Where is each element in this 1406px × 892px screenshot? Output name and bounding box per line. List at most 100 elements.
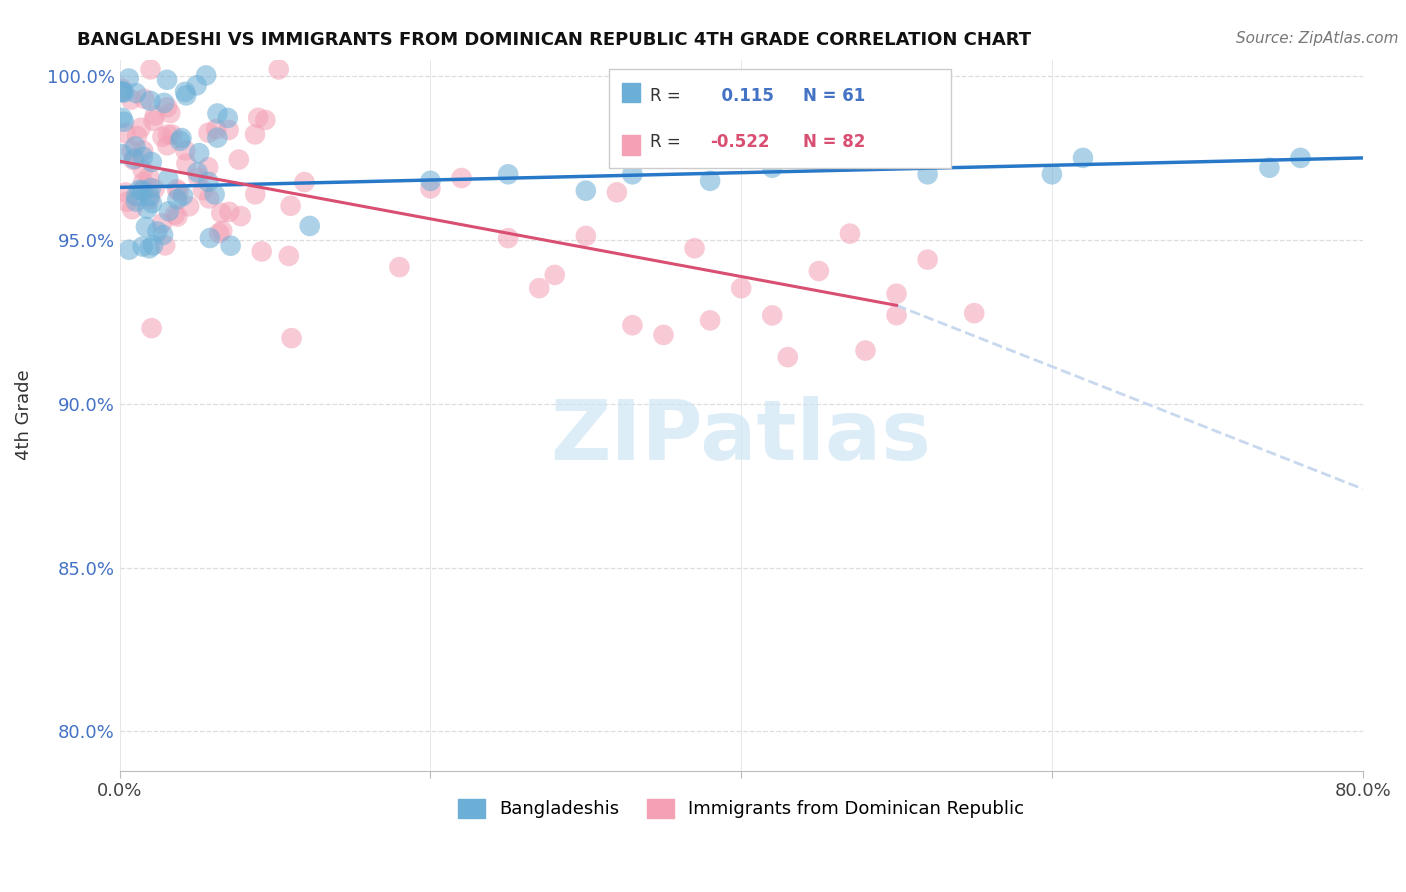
Point — [388, 260, 411, 274]
Point — [187, 170, 209, 185]
Point — [606, 186, 628, 200]
Point — [118, 71, 141, 86]
Point — [138, 189, 160, 203]
Point — [153, 95, 176, 110]
Point — [128, 183, 150, 197]
Point — [111, 111, 134, 125]
Point — [135, 219, 157, 234]
Point — [169, 134, 191, 148]
Point — [207, 106, 229, 120]
Point — [132, 184, 155, 198]
Point — [267, 62, 290, 77]
Point — [156, 138, 179, 153]
Point — [1040, 167, 1063, 181]
Point — [120, 93, 142, 107]
Text: R =: R = — [650, 87, 681, 104]
Point — [174, 144, 197, 158]
Point — [917, 167, 939, 181]
Point — [886, 308, 908, 322]
Point — [186, 165, 208, 179]
Point — [157, 172, 180, 186]
Point — [218, 205, 240, 219]
Point — [219, 238, 242, 252]
Point — [277, 249, 299, 263]
Point — [575, 228, 598, 243]
Point — [131, 239, 153, 253]
Point — [115, 194, 138, 209]
Point — [136, 202, 159, 216]
Point — [250, 244, 273, 259]
Point — [138, 169, 160, 184]
Point — [197, 175, 219, 189]
Point — [143, 108, 166, 122]
Point — [156, 128, 179, 142]
Point — [298, 219, 321, 233]
Point — [544, 268, 567, 282]
Point — [125, 86, 148, 100]
Point — [150, 216, 173, 230]
Text: N = 82: N = 82 — [803, 133, 866, 151]
Point — [761, 161, 783, 175]
Point — [111, 84, 134, 98]
Point — [683, 241, 706, 255]
Point — [294, 175, 316, 189]
Point — [191, 183, 214, 197]
Point — [125, 189, 148, 203]
Point — [146, 224, 169, 238]
Point — [132, 175, 155, 189]
Point — [247, 111, 270, 125]
Point — [963, 306, 986, 320]
Point — [207, 130, 229, 145]
Point — [132, 163, 155, 178]
Bar — [621, 135, 640, 154]
Point — [134, 92, 156, 106]
Point — [122, 152, 145, 166]
Point — [114, 126, 136, 140]
Text: BANGLADESHI VS IMMIGRANTS FROM DOMINICAN REPUBLIC 4TH GRADE CORRELATION CHART: BANGLADESHI VS IMMIGRANTS FROM DOMINICAN… — [77, 31, 1032, 49]
Point — [159, 106, 181, 120]
Point — [114, 186, 136, 200]
Point — [155, 238, 177, 252]
Point — [699, 174, 721, 188]
Bar — [609, 70, 950, 168]
Point — [188, 146, 211, 161]
Point — [529, 281, 551, 295]
Text: -0.522: -0.522 — [710, 133, 769, 151]
Point — [198, 231, 221, 245]
Point — [886, 286, 908, 301]
Point — [170, 131, 193, 145]
Point — [217, 111, 239, 125]
Point — [152, 227, 174, 242]
Point — [129, 120, 152, 135]
Point — [1258, 161, 1281, 175]
Point — [855, 343, 877, 358]
Point — [142, 238, 165, 252]
Point — [621, 318, 644, 333]
Point — [111, 81, 134, 95]
Point — [176, 156, 198, 170]
Point — [124, 139, 146, 153]
Point — [195, 69, 218, 83]
Point — [280, 331, 302, 345]
Point — [174, 88, 197, 103]
Point — [179, 199, 201, 213]
Point — [807, 264, 830, 278]
Point — [1289, 151, 1312, 165]
Point — [204, 187, 226, 202]
Point — [228, 153, 250, 167]
Point — [132, 150, 155, 164]
Point — [208, 226, 231, 240]
Point — [163, 208, 186, 222]
Point — [122, 153, 145, 167]
Point — [699, 313, 721, 327]
Point — [496, 167, 519, 181]
Text: R =: R = — [650, 133, 681, 151]
Point — [138, 192, 160, 206]
Text: Source: ZipAtlas.com: Source: ZipAtlas.com — [1236, 31, 1399, 46]
Y-axis label: 4th Grade: 4th Grade — [15, 370, 32, 460]
Point — [160, 128, 183, 142]
Point — [131, 184, 153, 198]
Text: 0.115: 0.115 — [710, 87, 773, 104]
Point — [142, 113, 165, 128]
Point — [205, 122, 228, 136]
